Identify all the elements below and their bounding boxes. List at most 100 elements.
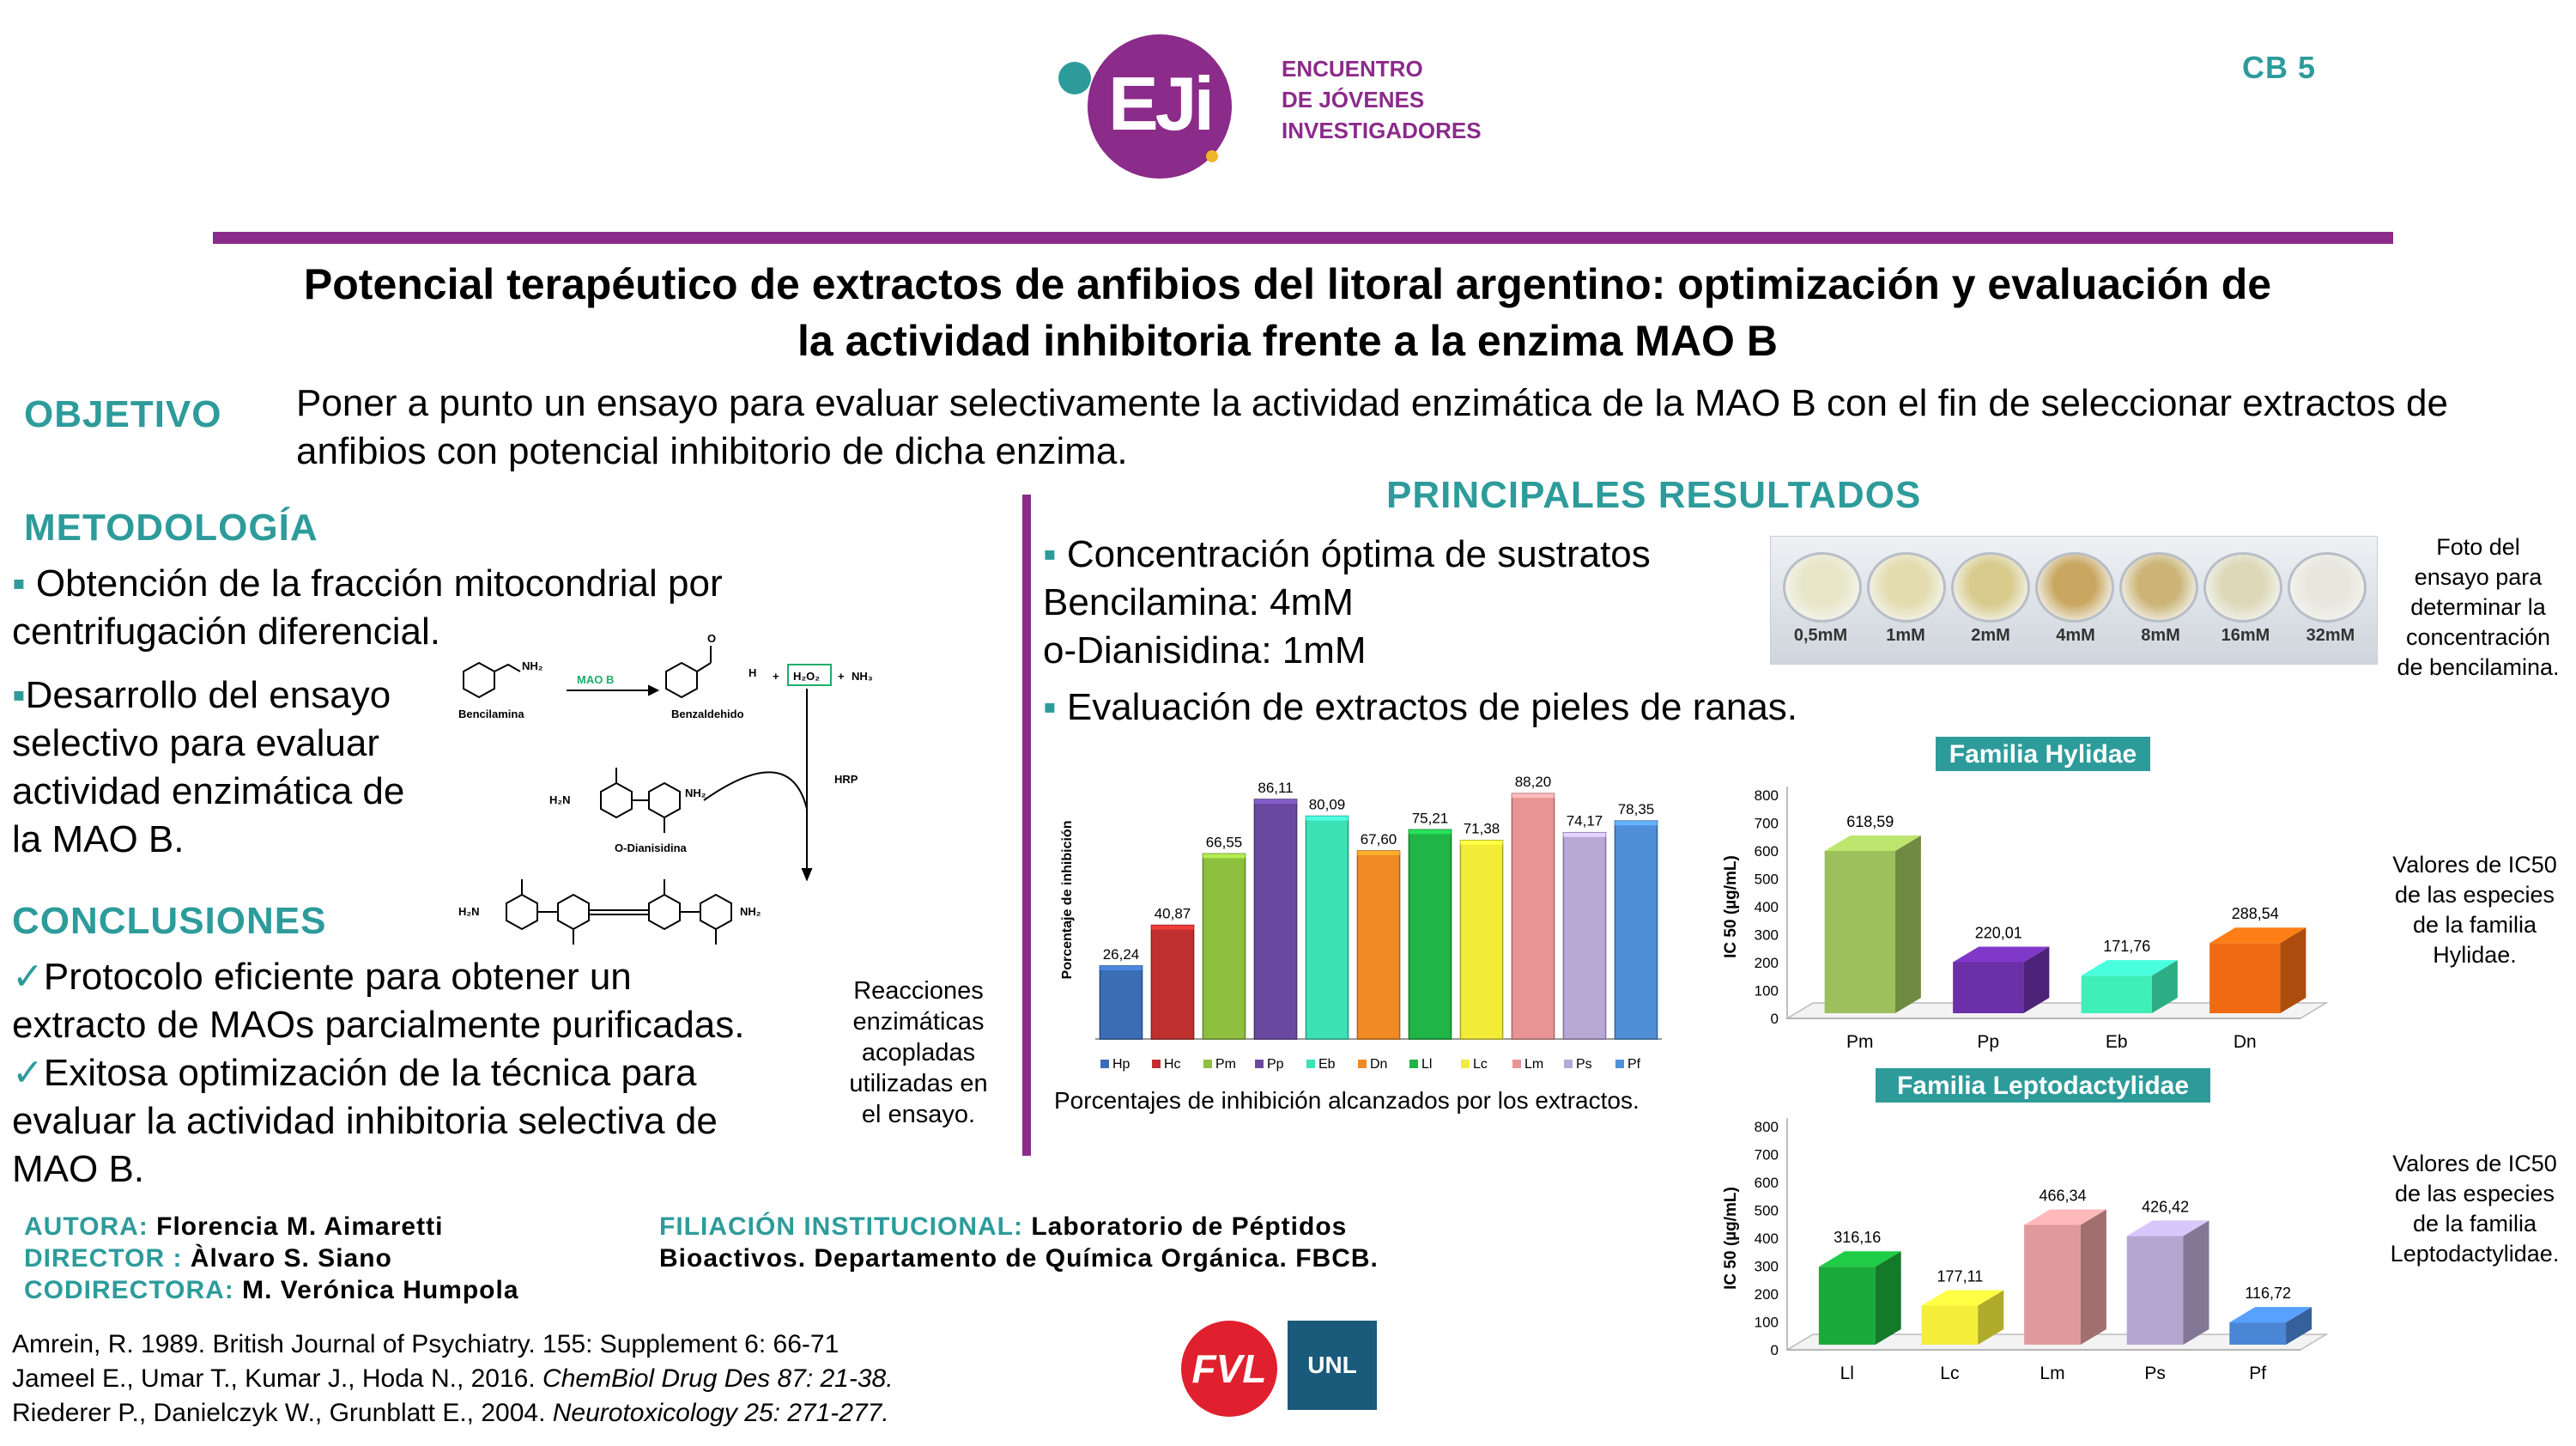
check-icon: ✓ [12, 1052, 44, 1094]
legend-swatch-Pp [1255, 1060, 1264, 1068]
bar-top-Eb [1306, 816, 1349, 821]
y-tick-label: 200 [1755, 1286, 1779, 1303]
reference-item: Jameel E., Umar T., Kumar J., Hoda N., 2… [12, 1364, 894, 1393]
caption-line: ensayo para [2414, 564, 2543, 590]
y-axis-label: Porcentaje de inhibición [1060, 821, 1075, 980]
legend-label-Pm: Pm [1215, 1057, 1236, 1072]
category-label-Ps: Ps [2144, 1364, 2166, 1383]
caption-line: acopladas [861, 1039, 976, 1066]
legend-swatch-Pf [1615, 1060, 1624, 1068]
caption-line: Foto del [2436, 534, 2520, 560]
bar-top-Ll [1818, 1251, 1901, 1267]
y-tick-label: 700 [1755, 1147, 1779, 1163]
bar-Lc [1459, 839, 1504, 1040]
y-tick-label: 200 [1755, 955, 1779, 971]
metodologia-item-1: ▪ Obtención de la fracción mitocondrial … [12, 560, 870, 656]
y-tick-label: 800 [1755, 1119, 1779, 1135]
data-label-Pf: 116,72 [2245, 1285, 2291, 1302]
hylidae-chart: Familia Hylidae IC 50 (µg/mL) 0 100 200 300 40… [1722, 737, 2329, 1052]
eji-logo: EJi ENCUENTRO DE JÓVENES INVESTIGADORES [1052, 26, 1532, 185]
bar-top-Dn [2209, 927, 2306, 944]
metodologia-line: selectivo para evaluar [12, 722, 380, 764]
y-axis-label: IC 50 (µg/mL) [1722, 1187, 1740, 1290]
bar-side-Eb [2151, 960, 2178, 1013]
caption-line: Valores de IC50 [2392, 1151, 2557, 1176]
filiacion-label: FILIACIÓN INSTITUCIONAL: [659, 1212, 1023, 1241]
conc-line: Concentración óptima de sustratos [1066, 533, 1651, 575]
plus-label: + [773, 670, 779, 683]
y-tick-label: 500 [1755, 1203, 1779, 1219]
legend-label-Pp: Pp [1267, 1057, 1284, 1072]
metodologia-line: Obtención de la fracción mitocondrial po… [35, 562, 723, 605]
legend-swatch-Hc [1152, 1060, 1161, 1068]
odianisidina-line: o-Dianisidina: 1mM [1043, 629, 1367, 671]
wells-row [1783, 552, 2367, 623]
data-label-Pm: 618,59 [1846, 813, 1894, 830]
data-label-Eb: 171,76 [2103, 938, 2150, 955]
category-label-Ll: Ll [1840, 1364, 1854, 1383]
bar-top-Lm [2024, 1209, 2106, 1225]
conclusion-line: Protocolo eficiente para obtener un [43, 956, 632, 998]
legend-label-Lc: Lc [1473, 1057, 1488, 1072]
bar-Ll [1408, 829, 1452, 1040]
bar-side-Lc [1978, 1290, 2004, 1345]
plus-label: + [838, 670, 845, 683]
bar-top-Pp [1953, 946, 2050, 963]
bond [696, 662, 712, 672]
metodologia-heading: METODOLOGÍA [24, 507, 318, 549]
nh2-label: NH₂ [685, 787, 706, 799]
assay-well [1951, 552, 2030, 623]
legend-swatch-Hp [1100, 1060, 1109, 1068]
data-label-Dn: 288,54 [2232, 905, 2279, 922]
category-label-Pf: Pf [2249, 1364, 2266, 1383]
bar-Pf [1614, 820, 1658, 1040]
square-bullet-icon: ▪ [1043, 533, 1057, 575]
y-tick-label: 0 [1771, 1011, 1779, 1027]
conclusion-line: extracto de MAOs parcialmente purificada… [12, 1004, 745, 1046]
title-line: Potencial terapéutico de extractos de an… [303, 260, 2272, 308]
references: Amrein, R. 1989. British Journal of Psyc… [12, 1328, 1128, 1431]
bar-front-Pp [1953, 962, 2024, 1013]
conclusion-line: evaluar la actividad inhibitoria selecti… [12, 1100, 718, 1142]
legend-swatch-Pm [1203, 1060, 1212, 1068]
category-label-Lc: Lc [1940, 1364, 1959, 1383]
caption-line: utilizadas en [849, 1070, 988, 1097]
benzene-ring [648, 781, 681, 819]
y-axis-label: IC 50 (µg/mL) [1722, 855, 1740, 958]
data-label-Pm: 66,55 [1206, 834, 1243, 850]
filiacion-text: Laboratorio de Péptidos [1031, 1212, 1348, 1241]
benzene-ring [648, 893, 681, 931]
benzene-ring [463, 661, 495, 699]
eval-text: Evaluación de extractos de pieles de ran… [1066, 686, 1798, 728]
caption-line: de bencilamina. [2397, 654, 2560, 680]
nh2-label: NH₂ [740, 905, 761, 918]
h2o2-box [787, 664, 832, 686]
logo-text-line: ENCUENTRO [1282, 56, 1423, 82]
arrow-head [801, 868, 813, 882]
objetivo-text: Poner a punto un ensayo para evaluar sel… [296, 380, 2571, 476]
y-tick-label: 400 [1755, 899, 1779, 915]
benzene-ring [665, 661, 698, 699]
legend-swatch-Ll [1409, 1060, 1418, 1068]
caption-line: Valores de IC50 [2392, 852, 2557, 878]
objetivo-heading: OBJETIVO [24, 393, 222, 435]
caption-line: Leptodactylidae. [2390, 1241, 2560, 1267]
bar-front-Lm [2024, 1224, 2081, 1345]
title-line: la actividad inhibitoria frente a la enz… [797, 317, 1778, 365]
oxygen-label: O [707, 632, 716, 645]
logo-dot-teal [1058, 62, 1091, 94]
data-label-Lm: 88,20 [1515, 774, 1552, 790]
y-tick-label: 600 [1755, 843, 1779, 860]
bar-top-Ps [2126, 1220, 2209, 1236]
data-label-Ll: 316,16 [1834, 1229, 1881, 1246]
filiacion-block: FILIACIÓN INSTITUCIONAL: Laboratorio de … [659, 1211, 1379, 1274]
legend-label-Ll: Ll [1421, 1057, 1432, 1072]
bond [494, 663, 521, 672]
inhibition-chart: Porcentaje de inhibición 26,24 Hp 40,87 Hc 66… [1060, 774, 1662, 1072]
logo-text-line: INVESTIGADORES [1282, 118, 1482, 143]
conclusion-line: MAO B. [12, 1148, 145, 1190]
header-rule [213, 232, 2393, 244]
bar-top-Pf [1615, 821, 1658, 826]
conclusiones-item-1: ✓Protocolo eficiente para obtener un ext… [12, 953, 836, 1049]
reaction-scheme: NH₂ MAO B Bencilamina Benzaldehido O H +… [458, 632, 873, 945]
